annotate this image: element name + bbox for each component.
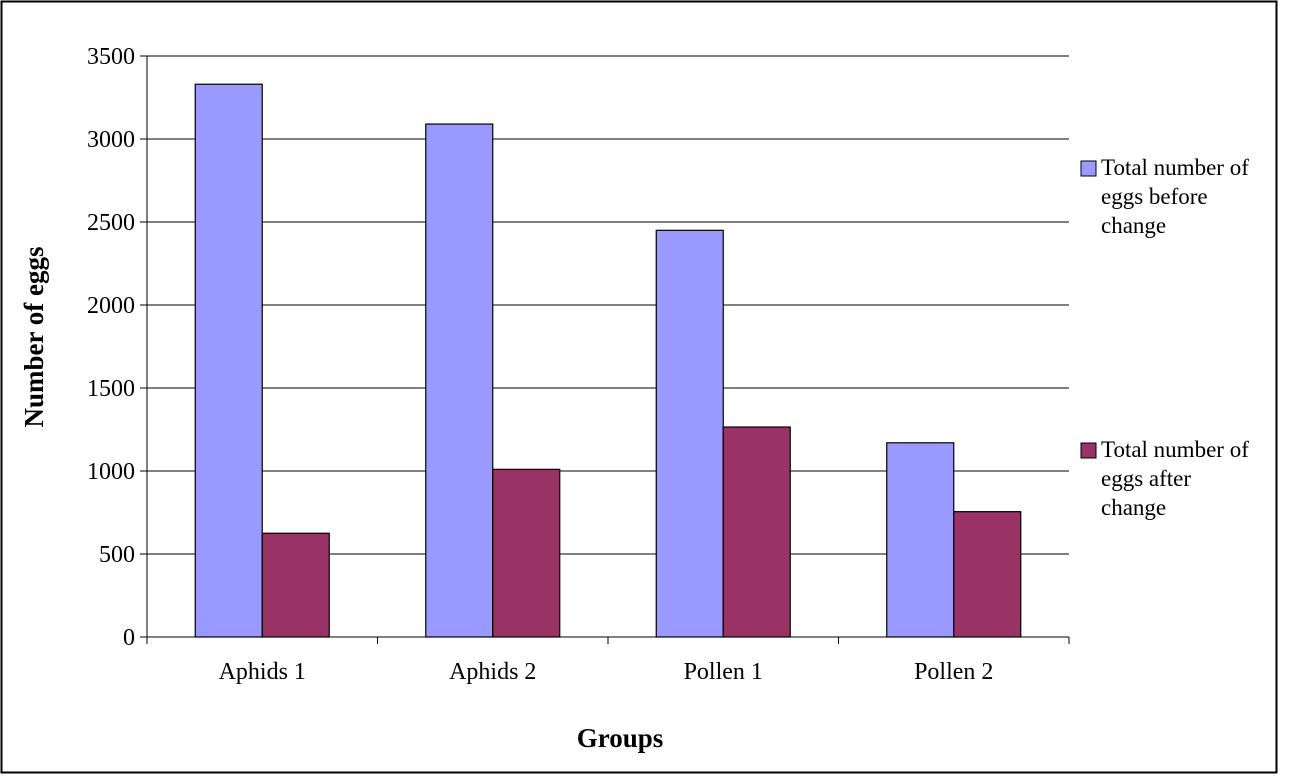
y-tick-label: 1500: [87, 376, 135, 402]
axes: [140, 55, 1070, 644]
y-tick-label: 500: [99, 542, 135, 568]
bar-before-change: [886, 442, 955, 638]
bar-before-change: [655, 229, 724, 638]
legend: Total number of eggs before change Total nu…: [1080, 155, 1249, 520]
legend-label: change: [1101, 495, 1166, 520]
y-tick-label: 3000: [87, 127, 135, 153]
bar-after-change: [261, 532, 330, 638]
bar-after-change: [722, 426, 791, 638]
y-tick-label: 3500: [87, 44, 135, 70]
legend-label: change: [1101, 213, 1166, 238]
bar-after-change: [492, 468, 561, 638]
bars: [194, 83, 1022, 638]
legend-swatch: [1080, 160, 1097, 177]
tick-labels: 0 500 1000 1500 2000 2500 3000 3500 Aphids 1 Aphi…: [87, 44, 993, 685]
y-axis-title: Number of eggs: [19, 247, 49, 428]
legend-label: Total number of: [1101, 437, 1249, 462]
bar-after-change: [953, 511, 1022, 638]
y-tick-label: 2000: [87, 293, 135, 319]
x-tick-label: Aphids 1: [219, 659, 306, 685]
y-tick-label: 1000: [87, 459, 135, 485]
x-tick-label: Aphids 2: [449, 659, 536, 685]
gridlines: [147, 55, 1069, 555]
bar-before-change: [425, 123, 494, 638]
y-tick-label: 0: [123, 625, 135, 651]
legend-swatch: [1080, 442, 1097, 459]
x-axis-title: Groups: [577, 723, 664, 753]
legend-label: eggs after: [1101, 466, 1191, 491]
x-tick-label: Pollen 2: [914, 659, 993, 685]
y-tick-label: 2500: [87, 210, 135, 236]
legend-label: Total number of: [1101, 155, 1249, 180]
legend-label: eggs before: [1101, 184, 1208, 209]
bar-before-change: [194, 83, 263, 638]
x-tick-label: Pollen 1: [684, 659, 763, 685]
